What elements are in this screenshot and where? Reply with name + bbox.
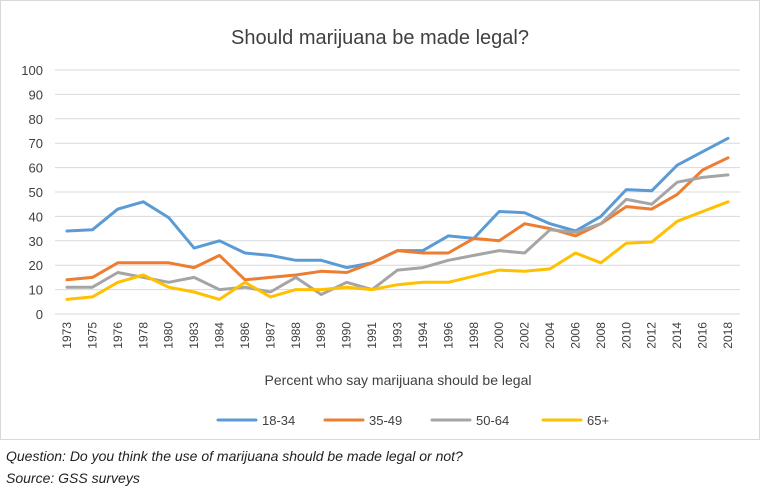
x-tick-label: 1980 [162, 322, 176, 349]
x-tick-label: 1975 [85, 322, 99, 349]
y-tick-label: 60 [29, 161, 43, 176]
x-tick-label: 2002 [518, 322, 532, 349]
y-tick-label: 30 [29, 234, 43, 249]
x-tick-label: 2012 [645, 322, 659, 349]
x-tick-label: 1983 [187, 322, 201, 349]
x-tick-label: 1989 [314, 322, 328, 349]
x-axis-label: Percent who say marijuana should be lega… [265, 372, 532, 388]
x-tick-label: 1998 [467, 322, 481, 349]
legend-label-50-64: 50-64 [476, 413, 509, 428]
x-tick-label: 1986 [238, 322, 252, 349]
y-tick-label: 10 [29, 283, 43, 298]
x-tick-label: 1993 [391, 322, 405, 349]
y-tick-label: 70 [29, 136, 43, 151]
y-tick-label: 20 [29, 258, 43, 273]
x-tick-label: 2008 [594, 322, 608, 349]
x-tick-label: 1984 [213, 322, 227, 349]
x-tick-label: 1996 [441, 322, 455, 349]
series-line-35-49 [65, 156, 730, 282]
x-tick-label: 2018 [721, 322, 735, 349]
x-tick-label: 2010 [619, 322, 633, 349]
source-note: Source: GSS surveys [6, 470, 140, 486]
x-tick-label: 1991 [365, 322, 379, 349]
x-tick-label: 1976 [111, 322, 125, 349]
y-tick-label: 50 [29, 185, 43, 200]
legend-label-35-49: 35-49 [369, 413, 402, 428]
chart-title: Should marijuana be made legal? [231, 27, 529, 49]
y-tick-label: 100 [21, 63, 43, 78]
x-tick-label: 1978 [136, 322, 150, 349]
y-tick-label: 40 [29, 209, 43, 224]
x-tick-label: 1973 [60, 322, 74, 349]
x-tick-label: 2006 [568, 322, 582, 349]
x-tick-label: 2004 [543, 322, 557, 349]
y-tick-label: 90 [29, 87, 43, 102]
x-tick-label: 1987 [263, 322, 277, 349]
series-line-65+ [65, 200, 730, 301]
question-note: Question: Do you think the use of mariju… [6, 448, 463, 464]
x-tick-label: 1994 [416, 322, 430, 349]
legend-label-18-34: 18-34 [262, 413, 295, 428]
x-tick-label: 1990 [340, 322, 354, 349]
y-tick-label: 80 [29, 112, 43, 127]
series-line-50-64 [65, 173, 730, 296]
x-tick-label: 2016 [696, 322, 710, 349]
x-tick-label: 1988 [289, 322, 303, 349]
line-chart: Should marijuana be made legal? 0 10 20 30 40… [21, 27, 740, 428]
series-line-18-34 [65, 136, 730, 270]
y-tick-label: 0 [36, 307, 43, 322]
x-tick-label: 2014 [670, 322, 684, 349]
chart-frame [0, 0, 760, 440]
legend-label-65+: 65+ [587, 413, 609, 428]
x-tick-label: 2000 [492, 322, 506, 349]
